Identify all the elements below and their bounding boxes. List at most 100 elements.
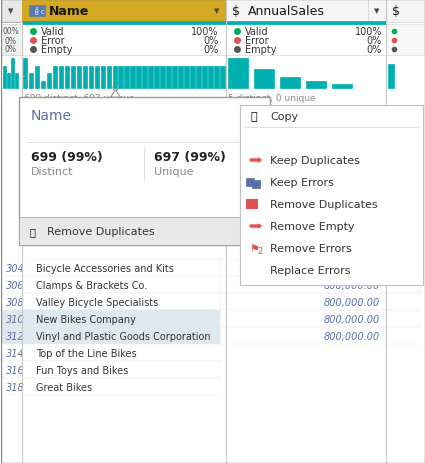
Bar [207, 0, 227, 23]
Text: Valley Bicycle Specialists: Valley Bicycle Specialists [36, 297, 158, 307]
Text: Bicycle Accessories and Kits: Bicycle Accessories and Kits [36, 263, 173, 274]
Bar [53, 66, 57, 89]
Text: Distinct: Distinct [31, 167, 73, 176]
Text: 800,000.00: 800,000.00 [324, 332, 380, 341]
Text: Empty: Empty [245, 45, 277, 55]
Text: Valid: Valid [245, 27, 269, 37]
Bar [386, 25, 425, 56]
Bar [28, 6, 45, 17]
Bar [1, 344, 220, 361]
Text: Error: Error [41, 36, 64, 46]
Bar [7, 74, 10, 89]
Bar [160, 66, 165, 89]
Bar [227, 22, 386, 25]
Text: ▼: ▼ [214, 8, 219, 14]
Bar [19, 218, 270, 245]
Bar [306, 81, 326, 89]
Bar [220, 66, 224, 89]
Bar [1, 327, 220, 344]
Bar [28, 74, 33, 89]
Text: Remove Duplicates: Remove Duplicates [270, 200, 378, 210]
Text: ▼: ▼ [8, 8, 14, 14]
Bar [125, 66, 129, 89]
Bar [101, 66, 105, 89]
Bar [220, 259, 420, 276]
FancyArrow shape [250, 159, 261, 163]
Bar [19, 98, 270, 245]
Bar [178, 66, 183, 89]
Text: Remove Duplicates: Remove Duplicates [47, 226, 154, 237]
Text: 2: 2 [258, 247, 263, 256]
Text: ...: ... [246, 225, 260, 238]
Bar [1, 259, 220, 276]
Bar [22, 25, 227, 56]
Text: Remove Empty: Remove Empty [270, 221, 355, 232]
Bar [1, 276, 220, 294]
Text: 100%: 100% [354, 27, 382, 37]
Text: 697 (99%): 697 (99%) [154, 151, 227, 164]
Bar [3, 66, 6, 89]
Bar [252, 181, 260, 188]
Bar [388, 65, 394, 89]
Bar [190, 66, 195, 89]
Text: 800,000.00: 800,000.00 [324, 281, 380, 290]
Bar [148, 66, 153, 89]
Text: Empty: Empty [41, 45, 72, 55]
Bar [94, 66, 99, 89]
Bar [22, 22, 227, 25]
Text: 0%: 0% [5, 37, 17, 45]
Bar [41, 81, 45, 89]
Bar [184, 66, 189, 89]
Text: 699 distinct, 697 unique: 699 distinct, 697 unique [24, 94, 134, 103]
Bar [246, 200, 258, 210]
Text: Name: Name [31, 109, 72, 123]
Text: 📄: 📄 [251, 112, 258, 122]
Text: A
B: A B [35, 7, 39, 16]
Bar [280, 78, 300, 89]
Bar [220, 294, 420, 310]
Bar [65, 66, 69, 89]
Bar [1, 378, 220, 395]
Bar [119, 66, 123, 89]
Text: 5 distinct, 0 unique: 5 distinct, 0 unique [228, 94, 316, 103]
Bar [107, 66, 111, 89]
Text: 310: 310 [6, 314, 24, 324]
Bar [220, 310, 420, 327]
Bar [167, 66, 171, 89]
Bar [368, 0, 386, 23]
Bar [246, 179, 254, 187]
Bar [240, 106, 423, 285]
Bar [1, 361, 220, 378]
Text: Remove Errors: Remove Errors [270, 244, 352, 253]
Text: 308: 308 [6, 297, 24, 307]
Bar [113, 66, 117, 89]
Text: 💡: 💡 [30, 226, 36, 237]
Bar [202, 66, 207, 89]
Text: 318: 318 [6, 382, 24, 392]
Bar [196, 66, 201, 89]
Bar [88, 66, 93, 89]
Bar [23, 59, 27, 89]
Text: ⚑: ⚑ [249, 244, 259, 253]
Bar [386, 0, 425, 23]
Text: AnnualSales: AnnualSales [248, 5, 325, 18]
Bar [59, 66, 63, 89]
Bar [208, 66, 212, 89]
Bar [254, 70, 274, 89]
Text: 312: 312 [6, 332, 24, 341]
Text: $: $ [232, 5, 240, 18]
Bar [11, 59, 14, 89]
Text: Vinyl and Plastic Goods Corporation: Vinyl and Plastic Goods Corporation [36, 332, 210, 341]
Text: Error: Error [245, 36, 269, 46]
Text: 800,000.00: 800,000.00 [324, 297, 380, 307]
Text: Keep Duplicates: Keep Duplicates [270, 156, 360, 166]
Bar [15, 74, 18, 89]
Text: Unique: Unique [154, 167, 194, 176]
Bar [220, 327, 420, 344]
Bar [214, 66, 218, 89]
Bar [1, 294, 220, 310]
Bar [82, 66, 87, 89]
Text: C: C [41, 10, 45, 15]
Text: Copy: Copy [270, 112, 298, 122]
Text: 800,000.00: 800,000.00 [324, 263, 380, 274]
